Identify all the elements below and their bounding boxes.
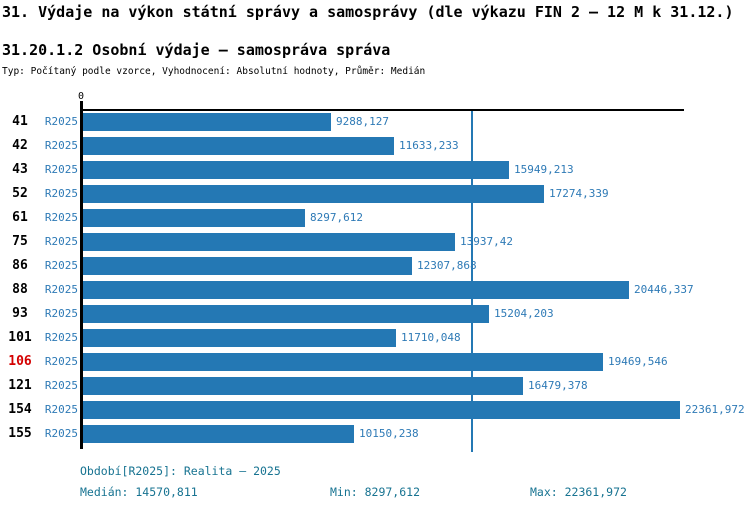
value-label: 12307,868 (417, 259, 477, 272)
series-label: R2025 (44, 163, 78, 176)
series-label: R2025 (44, 403, 78, 416)
category-label: 101 (8, 330, 32, 345)
series-label: R2025 (44, 283, 78, 296)
bar (83, 305, 489, 323)
bar (83, 113, 331, 131)
bar (83, 377, 523, 395)
series-label: R2025 (44, 307, 78, 320)
category-label: 42 (12, 138, 28, 153)
bar-row: 155 R2025 10150,238 (0, 425, 750, 443)
bar-row: 43 R2025 15949,213 (0, 161, 750, 179)
bar (83, 281, 629, 299)
value-label: 16479,378 (528, 379, 588, 392)
value-label: 19469,546 (608, 355, 668, 368)
bar (83, 257, 412, 275)
category-label: 93 (12, 306, 28, 321)
category-label: 86 (12, 258, 28, 273)
bar-row: 106 R2025 19469,546 (0, 353, 750, 371)
page-title: 31. Výdaje na výkon státní správy a samo… (2, 3, 734, 21)
category-label: 106 (8, 354, 32, 369)
bar-row: 86 R2025 12307,868 (0, 257, 750, 275)
bar (83, 233, 455, 251)
bar (83, 137, 394, 155)
series-label: R2025 (44, 331, 78, 344)
chart-title: 31.20.1.2 Osobní výdaje – samospráva spr… (2, 41, 391, 59)
value-label: 15204,203 (494, 307, 554, 320)
max-stat-label: Max: 22361,972 (530, 485, 627, 499)
category-label: 154 (8, 402, 32, 417)
value-label: 11633,233 (399, 139, 459, 152)
category-label: 61 (12, 210, 28, 225)
min-stat-label: Min: 8297,612 (330, 485, 421, 499)
bar (83, 425, 354, 443)
bar (83, 161, 509, 179)
bar (83, 353, 603, 371)
bar-row: 93 R2025 15204,203 (0, 305, 750, 323)
series-label: R2025 (44, 115, 78, 128)
series-label: R2025 (44, 379, 78, 392)
bar-row: 41 R2025 9288,127 (0, 113, 750, 131)
value-label: 11710,048 (401, 331, 461, 344)
value-label: 10150,238 (359, 427, 419, 440)
value-label: 8297,612 (310, 211, 363, 224)
value-label: 22361,972 (685, 403, 745, 416)
x-axis-line (80, 109, 684, 111)
value-label: 17274,339 (549, 187, 609, 200)
series-label: R2025 (44, 139, 78, 152)
bar-row: 154 R2025 22361,972 (0, 401, 750, 419)
category-label: 52 (12, 186, 28, 201)
bar-row: 61 R2025 8297,612 (0, 209, 750, 227)
series-label: R2025 (44, 427, 78, 440)
chart-meta-line: Typ: Počítaný podle vzorce, Vyhodnocení:… (2, 66, 426, 77)
bar-row: 75 R2025 13937,42 (0, 233, 750, 251)
value-label: 20446,337 (634, 283, 694, 296)
bar-row: 42 R2025 11633,233 (0, 137, 750, 155)
series-label: R2025 (44, 355, 78, 368)
category-label: 75 (12, 234, 28, 249)
median-stat-label: Medián: 14570,811 (80, 485, 198, 499)
bar-row: 121 R2025 16479,378 (0, 377, 750, 395)
x-axis-zero-tick-label: 0 (77, 91, 85, 102)
bar (83, 185, 544, 203)
category-label: 41 (12, 114, 28, 129)
bar-row: 52 R2025 17274,339 (0, 185, 750, 203)
value-label: 15949,213 (514, 163, 574, 176)
category-label: 121 (8, 378, 32, 393)
series-label: R2025 (44, 187, 78, 200)
value-label: 9288,127 (336, 115, 389, 128)
category-label: 43 (12, 162, 28, 177)
bar (83, 209, 305, 227)
value-label: 13937,42 (460, 235, 513, 248)
bar-row: 101 R2025 11710,048 (0, 329, 750, 347)
category-label: 88 (12, 282, 28, 297)
series-label: R2025 (44, 211, 78, 224)
category-label: 155 (8, 426, 32, 441)
period-label: Období[R2025]: Realita – 2025 (80, 464, 281, 478)
bar-row: 88 R2025 20446,337 (0, 281, 750, 299)
series-label: R2025 (44, 259, 78, 272)
y-axis-line (80, 101, 83, 449)
bar (83, 329, 396, 347)
bar (83, 401, 680, 419)
series-label: R2025 (44, 235, 78, 248)
